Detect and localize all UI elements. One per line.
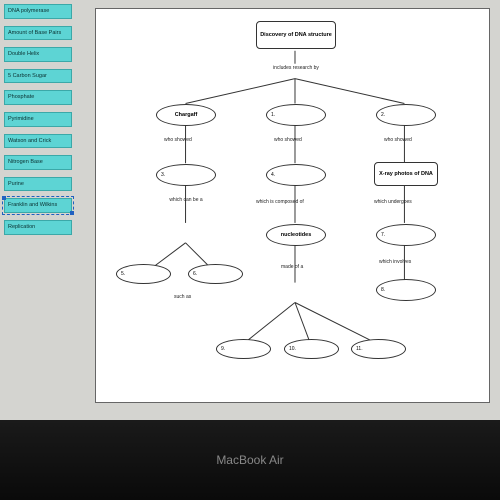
term-watson-crick[interactable]: Watson and Crick bbox=[4, 134, 72, 149]
laptop-model-label: MacBook Air bbox=[216, 453, 283, 467]
node-blank-4[interactable]: 4. bbox=[266, 164, 326, 186]
concept-map-worksheet: Discovery of DNA structure includes rese… bbox=[95, 8, 490, 403]
root-node: Discovery of DNA structure bbox=[256, 21, 336, 49]
term-purine[interactable]: Purine bbox=[4, 177, 72, 192]
node-nucleotides: nucleotides bbox=[266, 224, 326, 246]
node-blank-3[interactable]: 3. bbox=[156, 164, 216, 186]
draggable-terms-sidebar: DNA polymerase Amount of Base Pairs Doub… bbox=[4, 4, 72, 235]
term-phosphate[interactable]: Phosphate bbox=[4, 90, 72, 105]
label-who-showed-2: who showed bbox=[274, 137, 302, 143]
root-sub-label: includes research by bbox=[256, 65, 336, 71]
label-which-undergoes: which undergoes bbox=[374, 199, 412, 205]
label-made-of: made of a bbox=[281, 264, 303, 270]
node-blank-6[interactable]: 6. bbox=[188, 264, 243, 284]
term-nitrogen-base[interactable]: Nitrogen Base bbox=[4, 155, 72, 170]
term-base-pairs[interactable]: Amount of Base Pairs bbox=[4, 26, 72, 41]
node-blank-9[interactable]: 9. bbox=[216, 339, 271, 359]
term-franklin-wilkins[interactable]: Franklin and Wilkins bbox=[4, 198, 72, 213]
node-xray: X-ray photos of DNA bbox=[374, 162, 438, 186]
node-blank-2[interactable]: 2. bbox=[376, 104, 436, 126]
screen-area: DNA polymerase Amount of Base Pairs Doub… bbox=[0, 0, 500, 420]
node-chargaff: Chargaff bbox=[156, 104, 216, 126]
laptop-bezel: MacBook Air bbox=[0, 420, 500, 500]
node-blank-10[interactable]: 10. bbox=[284, 339, 339, 359]
label-who-showed-3: who showed bbox=[384, 137, 412, 143]
node-blank-5[interactable]: 5. bbox=[116, 264, 171, 284]
label-which-involves: which involves bbox=[379, 259, 411, 265]
term-pyrimidine[interactable]: Pyrimidine bbox=[4, 112, 72, 127]
root-title: Discovery of DNA structure bbox=[260, 32, 332, 38]
term-double-helix[interactable]: Double Helix bbox=[4, 47, 72, 62]
node-blank-8[interactable]: 8. bbox=[376, 279, 436, 301]
node-blank-7[interactable]: 7. bbox=[376, 224, 436, 246]
node-blank-1[interactable]: 1. bbox=[266, 104, 326, 126]
term-5-carbon-sugar[interactable]: 5 Carbon Sugar bbox=[4, 69, 72, 84]
label-who-showed-1: who showed bbox=[164, 137, 192, 143]
term-dna-polymerase[interactable]: DNA polymerase bbox=[4, 4, 72, 19]
label-which-canbe: which can be a bbox=[166, 197, 206, 203]
label-such-as: such as bbox=[174, 294, 191, 300]
term-replication[interactable]: Replication bbox=[4, 220, 72, 235]
node-blank-11[interactable]: 11. bbox=[351, 339, 406, 359]
label-which-composed: which is composed of bbox=[256, 199, 304, 205]
